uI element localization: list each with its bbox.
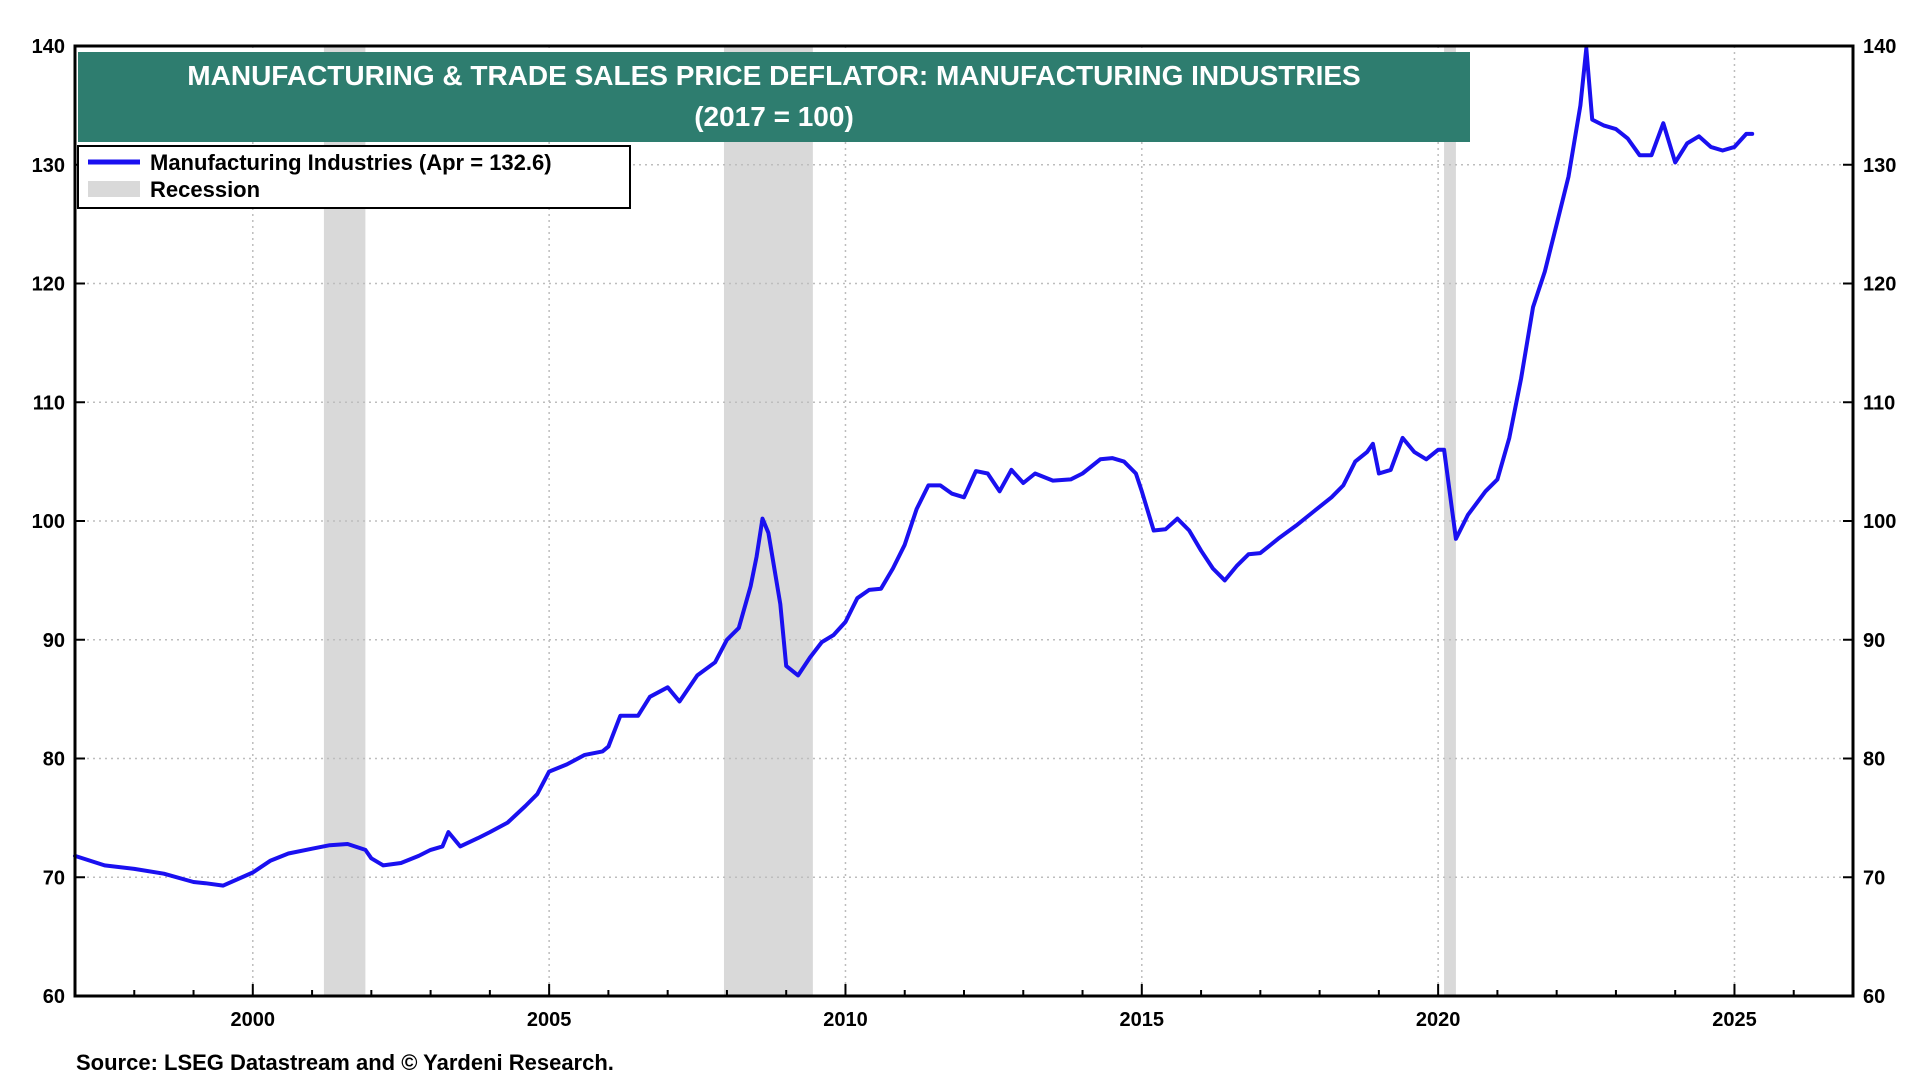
x-tick-label: 2000 xyxy=(231,1009,276,1031)
y-tick-label-left: 130 xyxy=(32,155,65,177)
series-line-0 xyxy=(73,46,1755,888)
y-tick-label-right: 80 xyxy=(1863,749,1885,771)
x-tick-label: 2015 xyxy=(1120,1009,1165,1031)
legend: Manufacturing Industries (Apr = 132.6) R… xyxy=(77,145,631,209)
title-background xyxy=(78,52,1470,142)
y-tick-label-right: 60 xyxy=(1863,986,1885,1008)
y-tick-label-right: 100 xyxy=(1863,511,1896,533)
x-tick-label: 2025 xyxy=(1712,1009,1757,1031)
y-tick-label-left: 140 xyxy=(32,36,65,58)
legend-swatch-recession xyxy=(88,181,140,197)
chart-title: MANUFACTURING & TRADE SALES PRICE DEFLAT… xyxy=(187,60,1360,91)
series-layer xyxy=(73,46,1755,888)
source-note: Source: LSEG Datastream and © Yardeni Re… xyxy=(76,1050,614,1075)
y-tick-label-right: 70 xyxy=(1863,867,1885,889)
y-tick-label-right: 90 xyxy=(1863,630,1885,652)
y-tick-label-left: 70 xyxy=(43,867,65,889)
y-tick-label-left: 80 xyxy=(43,749,65,771)
y-tick-label-right: 110 xyxy=(1863,392,1895,414)
y-tick-label-right: 120 xyxy=(1863,274,1896,296)
y-tick-label-left: 110 xyxy=(33,392,65,414)
y-tick-label-left: 60 xyxy=(43,986,65,1008)
y-tick-label-left: 120 xyxy=(32,274,65,296)
axes: 60 60 70 70 80 80 90 90 100 100 110 110 120 120 130 130… xyxy=(32,36,1897,1031)
legend-label-recession: Recession xyxy=(150,177,260,202)
y-tick-label-left: 100 xyxy=(32,511,65,533)
title-banner: MANUFACTURING & TRADE SALES PRICE DEFLAT… xyxy=(78,52,1470,142)
legend-box xyxy=(77,145,631,209)
legend-label-series: Manufacturing Industries (Apr = 132.6) xyxy=(150,150,552,175)
y-tick-label-right: 130 xyxy=(1863,155,1896,177)
x-tick-label: 2020 xyxy=(1416,1009,1461,1031)
y-tick-label-right: 140 xyxy=(1863,36,1896,58)
x-tick-label: 2005 xyxy=(527,1009,572,1031)
x-tick-label: 2010 xyxy=(823,1009,868,1031)
chart-subtitle: (2017 = 100) xyxy=(694,101,854,132)
recession-band-1 xyxy=(723,46,813,996)
gridlines xyxy=(75,46,1853,996)
y-tick-label-left: 90 xyxy=(43,630,65,652)
